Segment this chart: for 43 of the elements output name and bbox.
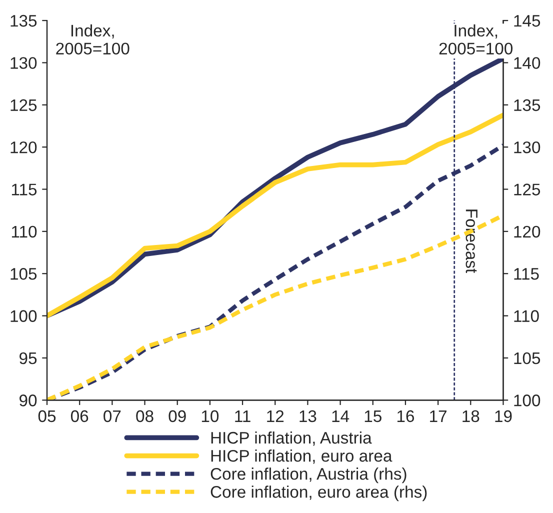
legend-label: HICP inflation, Austria	[211, 431, 372, 446]
x-tick-label: 12	[267, 410, 284, 422]
ref-line-label: Forecast	[466, 210, 478, 273]
x-tick-label: 09	[168, 410, 186, 422]
y-tick-label: 135	[10, 14, 37, 27]
x-tick-label: 08	[136, 410, 154, 422]
y2-tick-label: 100	[514, 394, 540, 406]
x-tick-label: 15	[364, 410, 382, 422]
y2-tick-label: 110	[514, 310, 539, 322]
y2-tick-label: 145	[514, 15, 540, 27]
y2-tick-label: 130	[514, 141, 540, 154]
y2-tick-label: 140	[514, 57, 540, 69]
x-tick-label: 11	[235, 410, 250, 422]
y-tick-label: 95	[20, 352, 37, 364]
y-tick-label: 115	[12, 184, 37, 196]
y2-tick-label: 135	[514, 99, 540, 112]
y-tick-label: 90	[20, 394, 37, 406]
x-tick-label: 13	[300, 410, 316, 422]
y-tick-label: 100	[10, 310, 37, 322]
y-tick-label: 130	[10, 57, 37, 69]
x-tick-label: 17	[430, 410, 446, 422]
x-tick-label: 10	[202, 410, 219, 422]
x-tick-label: 07	[104, 410, 121, 422]
y-tick-label: 120	[10, 141, 37, 154]
x-tick-label: 19	[495, 410, 512, 422]
y-tick-label: 105	[10, 268, 37, 280]
y-tick-label: 125	[10, 99, 37, 112]
x-tick-label: 06	[70, 410, 88, 422]
y-tick-label: 110	[12, 226, 37, 238]
y2-tick-label: 125	[514, 184, 540, 196]
y2-axis-title: Index, 2005=100	[439, 24, 513, 55]
x-tick-label: 14	[332, 410, 350, 422]
y-axis-title: Index, 2005=100	[56, 24, 130, 55]
x-tick-label: 18	[462, 410, 480, 422]
x-tick-label: 16	[397, 410, 414, 422]
x-tick-label: 05	[38, 410, 56, 422]
y2-tick-label: 120	[514, 226, 540, 238]
y2-tick-label: 115	[514, 268, 539, 280]
legend-label: Core inflation, euro area (rhs)	[210, 486, 427, 502]
legend-label: HICP inflation, euro area	[211, 450, 392, 464]
line-series	[47, 112, 504, 318]
y2-tick-label: 105	[514, 352, 540, 364]
legend-label: Core inflation, Austria (rhs)	[210, 468, 406, 484]
